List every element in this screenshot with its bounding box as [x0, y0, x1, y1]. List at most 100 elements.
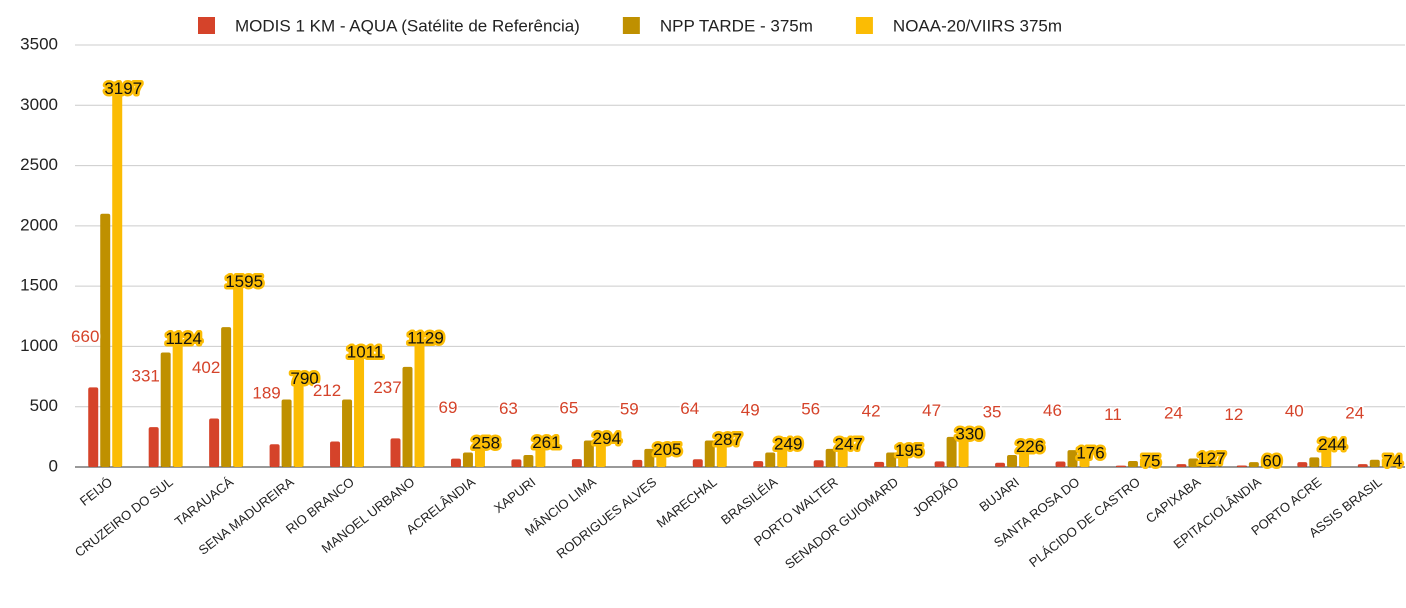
x-tick-label: MARECHAL: [654, 474, 720, 530]
bar: [583, 440, 594, 467]
bar: [837, 437, 848, 467]
bar: [995, 462, 1006, 467]
bar: [233, 274, 244, 467]
y-tick-label: 3000: [20, 95, 58, 114]
bar: [1309, 457, 1320, 467]
bar: [874, 461, 885, 467]
bar: [148, 427, 159, 467]
data-label: 65: [559, 399, 578, 418]
data-label: 1011: [347, 343, 384, 362]
data-label: 63: [499, 399, 518, 418]
x-tick-label: CAPIXABA: [1143, 474, 1204, 526]
data-label: 12: [1224, 405, 1243, 424]
data-label: 212: [313, 381, 341, 400]
data-label: 176: [1076, 443, 1104, 462]
bar: [1139, 457, 1150, 467]
bar: [221, 327, 232, 467]
bar: [414, 330, 425, 467]
data-label: 127: [1197, 449, 1225, 468]
bar: [1260, 459, 1271, 467]
data-label: 59: [620, 399, 639, 418]
data-label: 261: [532, 433, 560, 452]
legend-swatch: [622, 17, 640, 34]
bar: [934, 461, 945, 467]
bar: [656, 442, 667, 467]
x-tick-label: JORDÃO: [910, 474, 962, 519]
x-tick-label: XAPURI: [491, 474, 538, 516]
bar: [1188, 458, 1199, 467]
bar: [1176, 464, 1187, 467]
data-label: 660: [71, 327, 99, 346]
bar: [958, 427, 969, 467]
y-tick-label: 3500: [20, 34, 58, 53]
data-label: 294: [593, 429, 621, 448]
y-tick-label: 2000: [20, 215, 58, 234]
data-label: 790: [290, 369, 318, 388]
data-label: 1595: [225, 272, 263, 291]
bar: [1321, 437, 1332, 467]
data-label: 205: [653, 440, 681, 459]
data-label: 1129: [407, 328, 444, 347]
data-label: 287: [714, 430, 742, 449]
bar: [474, 435, 485, 467]
bar: [209, 418, 220, 467]
y-tick-label: 2500: [20, 155, 58, 174]
bar: [330, 441, 341, 467]
bar: [462, 452, 473, 467]
x-tick-label: BUJARI: [976, 474, 1022, 514]
data-label: 330: [955, 425, 983, 444]
data-label: 40: [1285, 402, 1304, 421]
data-label: 195: [895, 441, 923, 460]
data-label: 64: [680, 399, 699, 418]
bar: [644, 448, 655, 467]
legend-label: NOAA-20/VIIRS 375m: [893, 16, 1062, 35]
bar: [825, 448, 836, 467]
data-label: 42: [862, 401, 881, 420]
data-label: 244: [1318, 435, 1346, 454]
legend-swatch: [198, 17, 215, 34]
bar: [753, 461, 764, 467]
bar: [88, 387, 99, 467]
x-tick-label: FEIJÓ: [77, 474, 115, 509]
bar: [112, 81, 123, 467]
data-label: 47: [922, 401, 941, 420]
bar: [692, 459, 703, 467]
legend-label: NPP TARDE - 375m: [660, 16, 813, 35]
data-label: 249: [774, 434, 802, 453]
bar: [1248, 462, 1259, 467]
bar: [813, 460, 824, 467]
data-label: 74: [1383, 451, 1402, 470]
data-label: 331: [131, 367, 159, 386]
bar: [1019, 439, 1030, 467]
bar: [1055, 461, 1066, 467]
y-tick-label: 1500: [20, 276, 58, 295]
data-label: 258: [472, 433, 500, 452]
data-label: 226: [1016, 437, 1044, 456]
data-label: 3197: [104, 79, 142, 98]
bar: [946, 436, 957, 467]
bar: [269, 444, 280, 467]
bar: [595, 431, 606, 467]
bar: [632, 459, 643, 467]
data-label: 402: [192, 358, 220, 377]
bar: [1236, 465, 1247, 467]
data-label: 24: [1164, 404, 1183, 423]
bar: [511, 459, 522, 467]
bar: [777, 436, 788, 467]
bar: [281, 399, 292, 467]
bar: [886, 452, 897, 467]
data-label: 35: [983, 402, 1002, 421]
bar: [1369, 459, 1380, 467]
bar: [293, 371, 304, 467]
bar: [100, 213, 111, 467]
y-tick-label: 1000: [20, 336, 58, 355]
bar: [402, 366, 413, 467]
data-label: 46: [1043, 401, 1062, 420]
data-label: 1124: [165, 329, 202, 348]
x-tick-label: BRASILÉIA: [718, 474, 780, 527]
data-label: 69: [438, 398, 457, 417]
bar: [354, 345, 365, 467]
x-tick-label: CRUZEIRO DO SUL: [72, 474, 176, 560]
bar: [1067, 450, 1078, 467]
